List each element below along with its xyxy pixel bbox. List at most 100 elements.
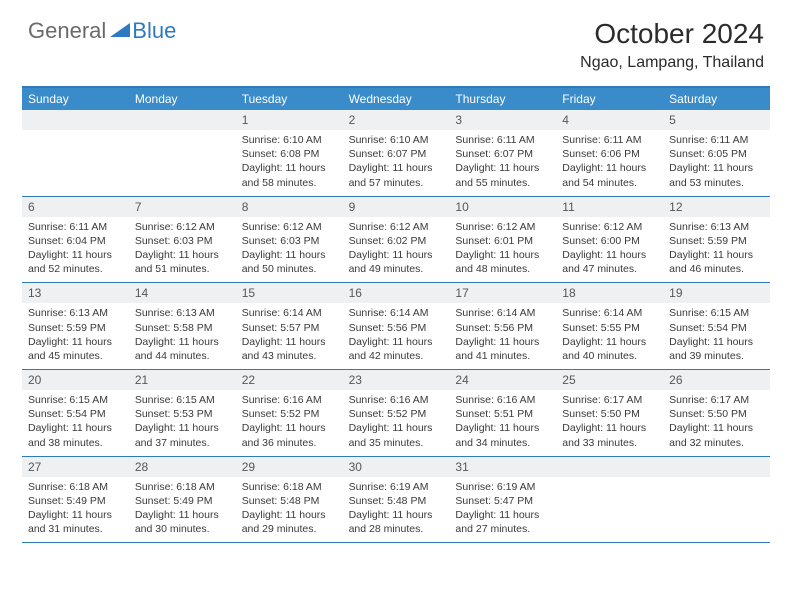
day-number: 25	[556, 370, 663, 390]
calendar-cell: 21Sunrise: 6:15 AMSunset: 5:53 PMDayligh…	[129, 370, 236, 456]
day-number: 7	[129, 197, 236, 217]
sunrise-text: Sunrise: 6:19 AM	[455, 480, 550, 494]
sunset-text: Sunset: 6:00 PM	[562, 234, 657, 248]
sunset-text: Sunset: 5:57 PM	[242, 321, 337, 335]
day-number: 4	[556, 110, 663, 130]
sunset-text: Sunset: 6:03 PM	[135, 234, 230, 248]
day-info: Sunrise: 6:11 AMSunset: 6:06 PMDaylight:…	[556, 130, 663, 196]
day-info: Sunrise: 6:16 AMSunset: 5:51 PMDaylight:…	[449, 390, 556, 456]
day-info: Sunrise: 6:13 AMSunset: 5:59 PMDaylight:…	[663, 217, 770, 283]
week-row: 27Sunrise: 6:18 AMSunset: 5:49 PMDayligh…	[22, 457, 770, 544]
day-info: Sunrise: 6:15 AMSunset: 5:54 PMDaylight:…	[663, 303, 770, 369]
sunrise-text: Sunrise: 6:11 AM	[455, 133, 550, 147]
sunrise-text: Sunrise: 6:16 AM	[455, 393, 550, 407]
day-number: 10	[449, 197, 556, 217]
logo-text-blue: Blue	[132, 18, 176, 44]
sunset-text: Sunset: 5:59 PM	[669, 234, 764, 248]
day-number: 1	[236, 110, 343, 130]
day-info: Sunrise: 6:14 AMSunset: 5:56 PMDaylight:…	[343, 303, 450, 369]
calendar-cell: 11Sunrise: 6:12 AMSunset: 6:00 PMDayligh…	[556, 197, 663, 283]
location: Ngao, Lampang, Thailand	[580, 54, 764, 72]
day-info: Sunrise: 6:11 AMSunset: 6:07 PMDaylight:…	[449, 130, 556, 196]
calendar-cell	[663, 457, 770, 543]
logo-text-general: General	[28, 18, 106, 44]
day-info: Sunrise: 6:19 AMSunset: 5:48 PMDaylight:…	[343, 477, 450, 543]
daylight-text: Daylight: 11 hours and 47 minutes.	[562, 248, 657, 276]
sunrise-text: Sunrise: 6:10 AM	[349, 133, 444, 147]
day-number: 2	[343, 110, 450, 130]
day-header-cell: Saturday	[663, 88, 770, 110]
day-number: 30	[343, 457, 450, 477]
sunset-text: Sunset: 6:05 PM	[669, 147, 764, 161]
day-number: 27	[22, 457, 129, 477]
calendar-cell: 7Sunrise: 6:12 AMSunset: 6:03 PMDaylight…	[129, 197, 236, 283]
day-info: Sunrise: 6:16 AMSunset: 5:52 PMDaylight:…	[236, 390, 343, 456]
day-number: 20	[22, 370, 129, 390]
day-number: 19	[663, 283, 770, 303]
sunrise-text: Sunrise: 6:14 AM	[242, 306, 337, 320]
sunset-text: Sunset: 6:01 PM	[455, 234, 550, 248]
week-row: 1Sunrise: 6:10 AMSunset: 6:08 PMDaylight…	[22, 110, 770, 197]
sunrise-text: Sunrise: 6:18 AM	[28, 480, 123, 494]
daylight-text: Daylight: 11 hours and 43 minutes.	[242, 335, 337, 363]
day-info: Sunrise: 6:12 AMSunset: 6:02 PMDaylight:…	[343, 217, 450, 283]
calendar-cell: 14Sunrise: 6:13 AMSunset: 5:58 PMDayligh…	[129, 283, 236, 369]
calendar-cell: 13Sunrise: 6:13 AMSunset: 5:59 PMDayligh…	[22, 283, 129, 369]
daylight-text: Daylight: 11 hours and 42 minutes.	[349, 335, 444, 363]
month-title: October 2024	[580, 18, 764, 50]
sunset-text: Sunset: 5:55 PM	[562, 321, 657, 335]
day-info: Sunrise: 6:12 AMSunset: 6:03 PMDaylight:…	[236, 217, 343, 283]
sunset-text: Sunset: 5:48 PM	[242, 494, 337, 508]
day-header-cell: Thursday	[449, 88, 556, 110]
sunset-text: Sunset: 5:59 PM	[28, 321, 123, 335]
calendar-cell: 22Sunrise: 6:16 AMSunset: 5:52 PMDayligh…	[236, 370, 343, 456]
sunset-text: Sunset: 6:07 PM	[455, 147, 550, 161]
daylight-text: Daylight: 11 hours and 27 minutes.	[455, 508, 550, 536]
daylight-text: Daylight: 11 hours and 41 minutes.	[455, 335, 550, 363]
day-number: 16	[343, 283, 450, 303]
sunrise-text: Sunrise: 6:18 AM	[135, 480, 230, 494]
day-info: Sunrise: 6:17 AMSunset: 5:50 PMDaylight:…	[556, 390, 663, 456]
calendar-cell: 29Sunrise: 6:18 AMSunset: 5:48 PMDayligh…	[236, 457, 343, 543]
day-number	[663, 457, 770, 477]
sunrise-text: Sunrise: 6:12 AM	[242, 220, 337, 234]
sunset-text: Sunset: 5:49 PM	[28, 494, 123, 508]
daylight-text: Daylight: 11 hours and 52 minutes.	[28, 248, 123, 276]
sunrise-text: Sunrise: 6:12 AM	[135, 220, 230, 234]
week-row: 20Sunrise: 6:15 AMSunset: 5:54 PMDayligh…	[22, 370, 770, 457]
daylight-text: Daylight: 11 hours and 29 minutes.	[242, 508, 337, 536]
sunset-text: Sunset: 5:52 PM	[242, 407, 337, 421]
day-header-cell: Friday	[556, 88, 663, 110]
daylight-text: Daylight: 11 hours and 30 minutes.	[135, 508, 230, 536]
calendar-cell: 23Sunrise: 6:16 AMSunset: 5:52 PMDayligh…	[343, 370, 450, 456]
day-info: Sunrise: 6:17 AMSunset: 5:50 PMDaylight:…	[663, 390, 770, 456]
sunset-text: Sunset: 5:50 PM	[669, 407, 764, 421]
sunset-text: Sunset: 5:56 PM	[455, 321, 550, 335]
daylight-text: Daylight: 11 hours and 37 minutes.	[135, 421, 230, 449]
sunrise-text: Sunrise: 6:13 AM	[28, 306, 123, 320]
day-info: Sunrise: 6:10 AMSunset: 6:08 PMDaylight:…	[236, 130, 343, 196]
sunrise-text: Sunrise: 6:10 AM	[242, 133, 337, 147]
sunrise-text: Sunrise: 6:14 AM	[455, 306, 550, 320]
day-number: 18	[556, 283, 663, 303]
logo: General Blue	[28, 18, 176, 44]
daylight-text: Daylight: 11 hours and 33 minutes.	[562, 421, 657, 449]
sunrise-text: Sunrise: 6:16 AM	[349, 393, 444, 407]
daylight-text: Daylight: 11 hours and 34 minutes.	[455, 421, 550, 449]
day-header-cell: Monday	[129, 88, 236, 110]
sunrise-text: Sunrise: 6:14 AM	[349, 306, 444, 320]
day-number: 12	[663, 197, 770, 217]
sunrise-text: Sunrise: 6:15 AM	[135, 393, 230, 407]
sunset-text: Sunset: 6:04 PM	[28, 234, 123, 248]
sunset-text: Sunset: 5:54 PM	[669, 321, 764, 335]
day-number: 29	[236, 457, 343, 477]
daylight-text: Daylight: 11 hours and 31 minutes.	[28, 508, 123, 536]
sunset-text: Sunset: 5:56 PM	[349, 321, 444, 335]
daylight-text: Daylight: 11 hours and 58 minutes.	[242, 161, 337, 189]
triangle-icon	[110, 21, 130, 42]
calendar-cell	[129, 110, 236, 196]
day-info: Sunrise: 6:14 AMSunset: 5:56 PMDaylight:…	[449, 303, 556, 369]
sunset-text: Sunset: 6:02 PM	[349, 234, 444, 248]
daylight-text: Daylight: 11 hours and 39 minutes.	[669, 335, 764, 363]
day-number: 15	[236, 283, 343, 303]
